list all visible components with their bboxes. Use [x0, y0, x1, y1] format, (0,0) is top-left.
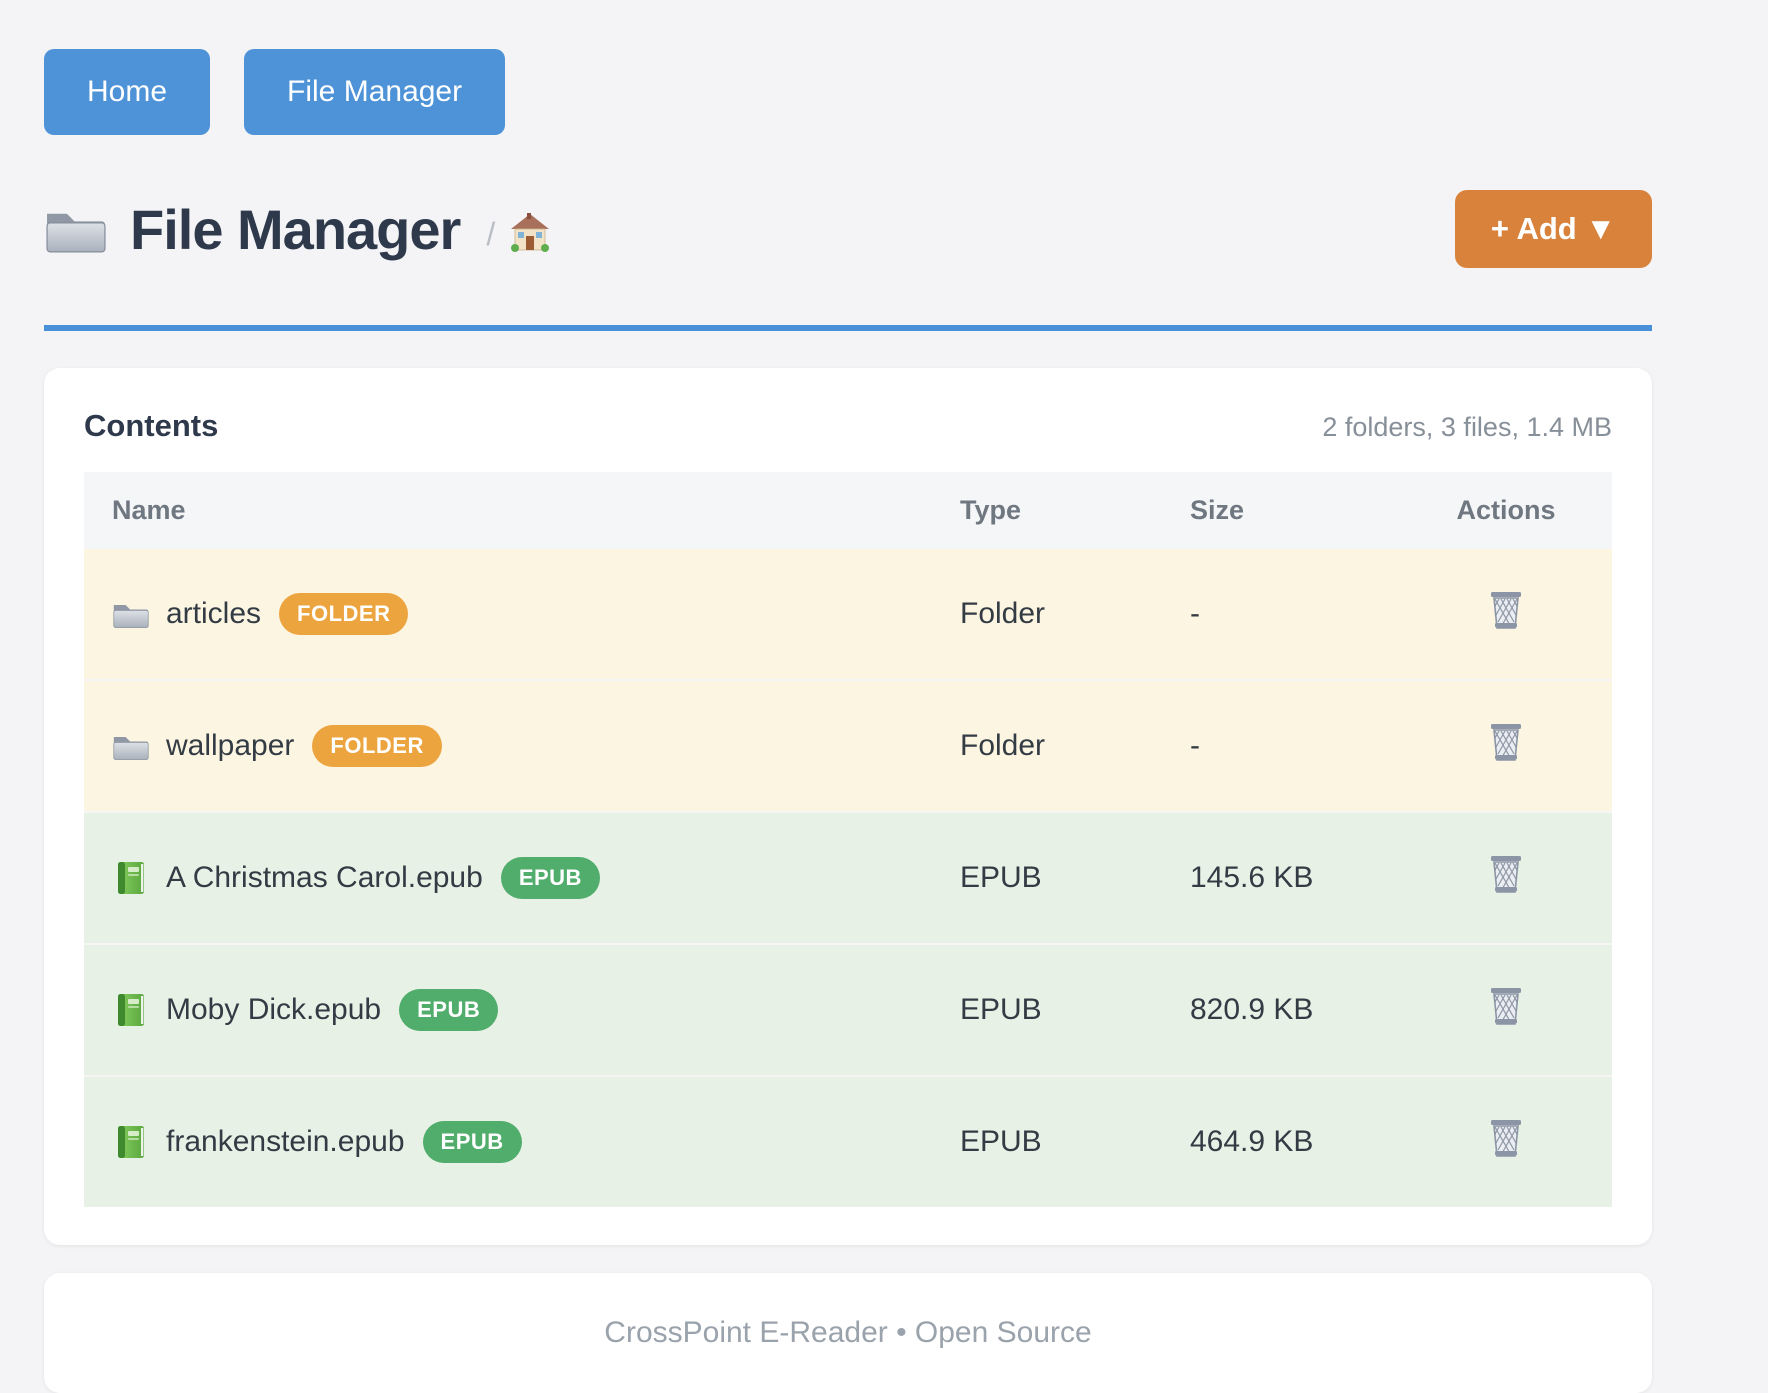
- file-name: articles: [166, 597, 262, 630]
- table-row[interactable]: Moby Dick.epub EPUB EPUB 820.9 KB: [84, 944, 1612, 1076]
- file-type-badge: FOLDER: [279, 593, 409, 635]
- file-table-head: Name Type Size Actions: [84, 472, 1612, 549]
- trash-icon: [1490, 723, 1522, 761]
- trash-icon: [1490, 855, 1522, 893]
- delete-button[interactable]: [1488, 589, 1524, 631]
- delete-button[interactable]: [1488, 721, 1524, 763]
- file-type-badge: EPUB: [399, 989, 499, 1031]
- contents-heading: Contents: [84, 408, 219, 443]
- trash-icon: [1490, 987, 1522, 1025]
- title-wrap: File Manager /: [44, 197, 551, 262]
- folder-icon: [46, 213, 106, 253]
- file-size: -: [1190, 729, 1200, 762]
- file-type-badge: EPUB: [500, 857, 600, 899]
- book-icon: [118, 862, 144, 894]
- file-type: Folder: [960, 729, 1046, 762]
- page: Home File Manager File Manager / + Add ▼…: [44, 0, 1652, 1393]
- file-table: Name Type Size Actions articles FOLDER F…: [84, 472, 1612, 1207]
- home-button[interactable]: Home: [44, 49, 211, 135]
- breadcrumb-separator: /: [486, 215, 496, 252]
- file-name: Moby Dick.epub: [166, 993, 382, 1026]
- table-row[interactable]: wallpaper FOLDER Folder -: [84, 680, 1612, 812]
- file-size: 464.9 KB: [1190, 1125, 1314, 1158]
- footer-card: CrossPoint E-Reader • Open Source: [44, 1273, 1652, 1393]
- contents-summary: 2 folders, 3 files, 1.4 MB: [1322, 412, 1612, 442]
- book-icon: [118, 1126, 144, 1158]
- table-row[interactable]: articles FOLDER Folder -: [84, 549, 1612, 680]
- column-header-size: Size: [1190, 472, 1400, 549]
- file-type: Folder: [960, 597, 1046, 630]
- table-row[interactable]: A Christmas Carol.epub EPUB EPUB 145.6 K…: [84, 812, 1612, 944]
- page-header: File Manager / + Add ▼: [44, 189, 1652, 269]
- add-button[interactable]: + Add ▼: [1454, 190, 1652, 268]
- file-type-badge: FOLDER: [312, 725, 442, 767]
- footer-text: CrossPoint E-Reader • Open Source: [604, 1316, 1092, 1349]
- file-size: -: [1190, 597, 1200, 630]
- delete-button[interactable]: [1488, 853, 1524, 895]
- file-name: A Christmas Carol.epub: [166, 861, 483, 894]
- file-manager-button[interactable]: File Manager: [244, 49, 506, 135]
- table-body: articles FOLDER Folder - wallpaper FOLDE…: [84, 549, 1612, 1207]
- file-type: EPUB: [960, 1125, 1042, 1158]
- trash-icon: [1490, 1119, 1522, 1157]
- file-type: EPUB: [960, 861, 1042, 894]
- file-type-badge: EPUB: [422, 1121, 522, 1163]
- column-header-name: Name: [84, 472, 960, 549]
- contents-card: Contents 2 folders, 3 files, 1.4 MB Name…: [44, 368, 1652, 1245]
- page-title: File Manager: [130, 197, 461, 261]
- top-nav: Home File Manager: [44, 49, 1652, 135]
- book-icon: [118, 994, 144, 1026]
- file-type: EPUB: [960, 993, 1042, 1026]
- home-icon[interactable]: [509, 212, 551, 254]
- delete-button[interactable]: [1488, 985, 1524, 1027]
- column-header-actions: Actions: [1400, 472, 1612, 549]
- delete-button[interactable]: [1488, 1117, 1524, 1159]
- folder-icon: [113, 604, 149, 628]
- folder-icon: [113, 736, 149, 760]
- contents-card-header: Contents 2 folders, 3 files, 1.4 MB: [84, 408, 1612, 444]
- column-header-type: Type: [960, 472, 1190, 549]
- file-name: wallpaper: [166, 729, 295, 762]
- file-size: 145.6 KB: [1190, 861, 1314, 894]
- file-size: 820.9 KB: [1190, 993, 1314, 1026]
- trash-icon: [1490, 591, 1522, 629]
- title-underline: [44, 325, 1652, 331]
- file-name: frankenstein.epub: [166, 1125, 405, 1158]
- table-row[interactable]: frankenstein.epub EPUB EPUB 464.9 KB: [84, 1076, 1612, 1207]
